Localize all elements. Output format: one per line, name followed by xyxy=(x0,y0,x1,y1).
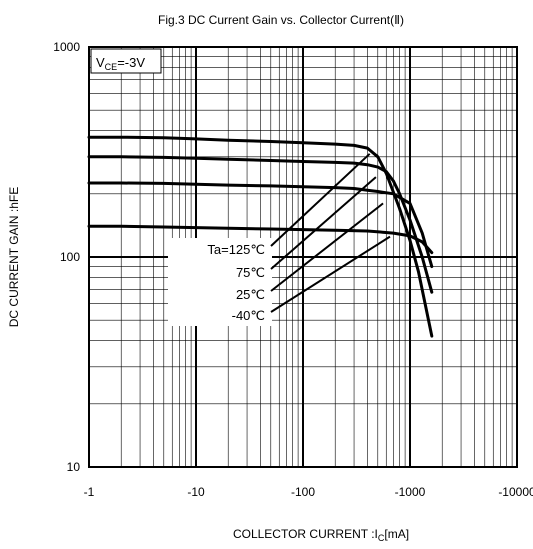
condition-box: VCE=-3V xyxy=(90,48,162,74)
y-axis-label: DC CURRENT GAIN :hFE xyxy=(7,187,21,327)
x-tick-label: -10 xyxy=(187,485,205,499)
svg-text:VCE=-3V: VCE=-3V xyxy=(96,55,145,72)
annotation-label: Ta=125℃ xyxy=(207,242,265,257)
y-tick-labels: 10 100 1000 xyxy=(53,40,80,474)
y-tick-label: 1000 xyxy=(53,40,80,54)
x-tick-label: -1000 xyxy=(395,485,426,499)
series-line xyxy=(87,135,434,338)
annotation-pointer xyxy=(270,153,371,247)
x-axis-label-main: COLLECTOR CURRENT :I xyxy=(233,527,378,541)
annotation-pointer xyxy=(270,202,384,292)
annotation-label-backdrop xyxy=(168,238,272,326)
series-line xyxy=(87,181,434,269)
x-tick-label: -100 xyxy=(291,485,315,499)
annotation-pointer xyxy=(270,235,391,313)
temperature-annotation: Ta=125℃ 75℃ 25℃ -40℃ xyxy=(207,153,391,323)
annotation-label: 75℃ xyxy=(236,265,265,280)
x-tick-label: -1 xyxy=(84,485,95,499)
x-tick-label: -10000 xyxy=(498,485,533,499)
annotation-pointer xyxy=(270,176,377,270)
x-axis-label-sub: C xyxy=(378,533,385,543)
y-tick-label: 100 xyxy=(60,250,80,264)
x-axis-label: COLLECTOR CURRENT :IC[mA] xyxy=(233,527,409,543)
x-axis-label-unit: [mA] xyxy=(384,527,409,541)
plot-frame xyxy=(88,46,518,468)
condition-main: V xyxy=(96,55,105,70)
chart-title: Fig.3 DC Current Gain vs. Collector Curr… xyxy=(158,13,404,27)
annotation-label: -40℃ xyxy=(232,308,265,323)
x-tick-labels: -1 -10 -100 -1000 -10000 xyxy=(84,485,533,499)
condition-rest: =-3V xyxy=(117,55,145,70)
series-line xyxy=(87,155,434,294)
series-line xyxy=(87,224,434,255)
y-tick-label: 10 xyxy=(67,460,81,474)
condition-sub: CE xyxy=(105,62,118,72)
series-lines xyxy=(87,135,434,338)
annotation-label: 25℃ xyxy=(236,287,265,302)
